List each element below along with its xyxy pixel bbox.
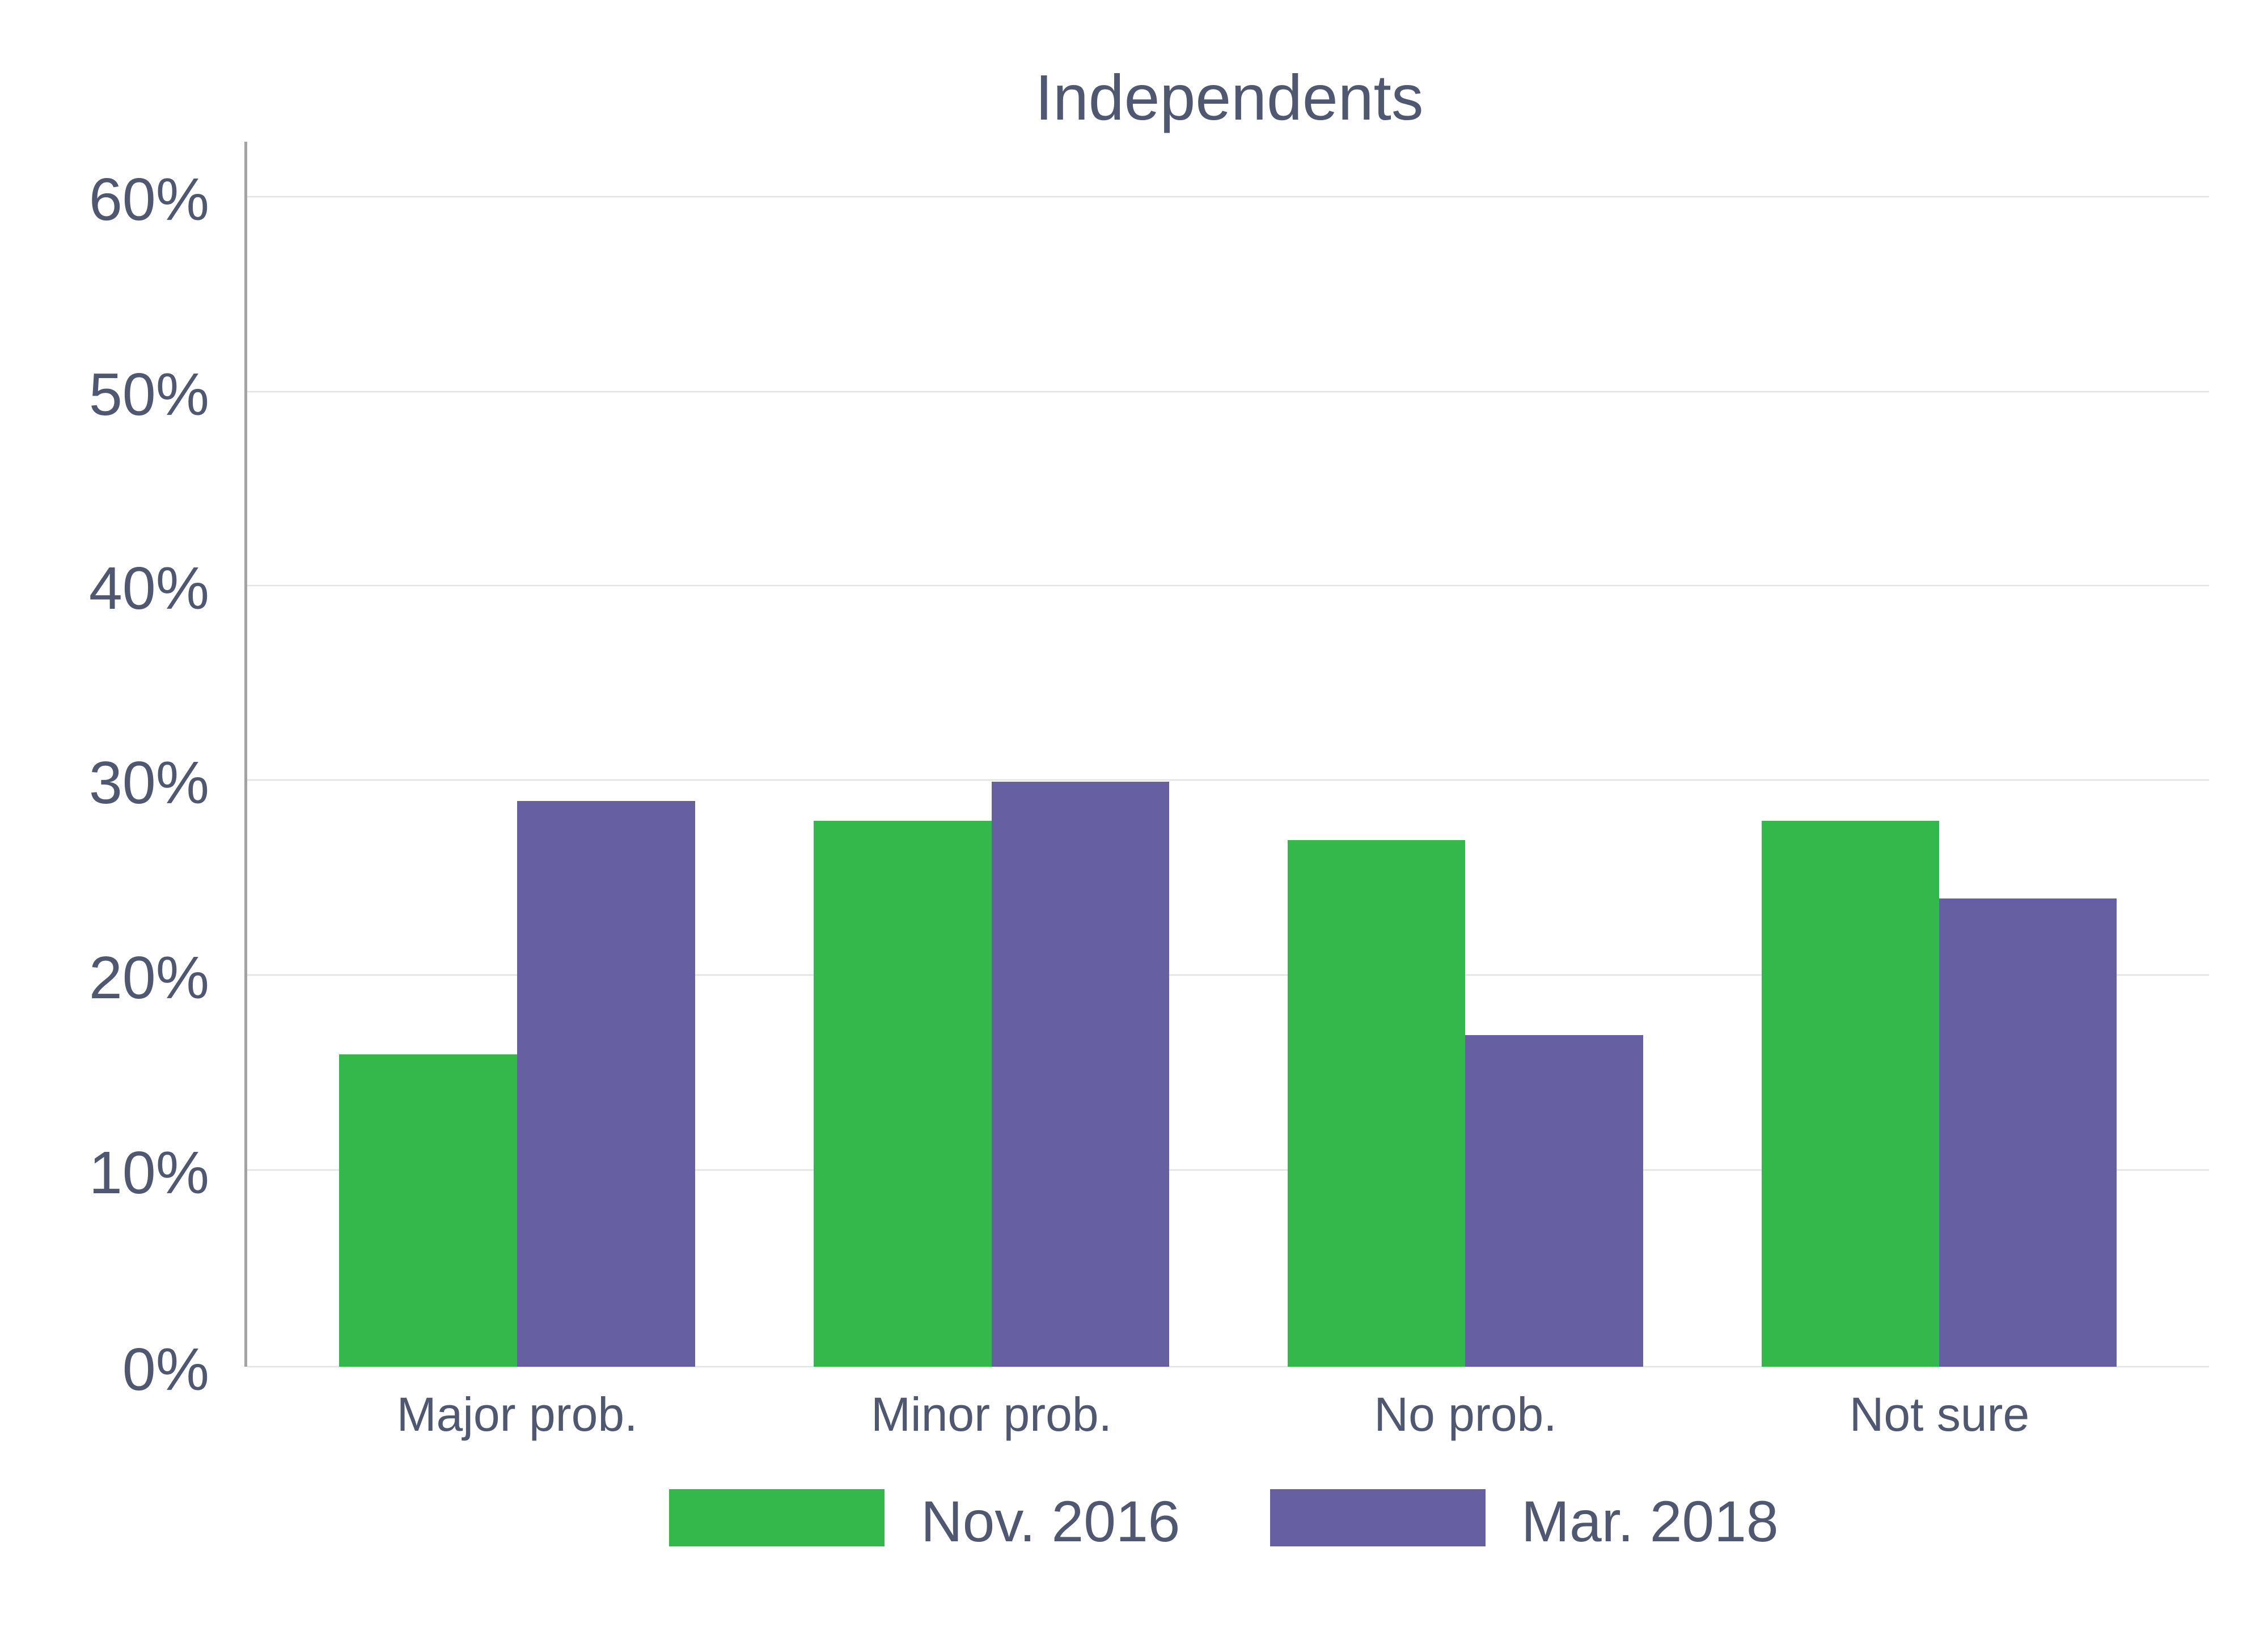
- svg-text:Independents: Independents: [1035, 62, 1424, 133]
- svg-text:No prob.: No prob.: [1374, 1388, 1556, 1441]
- svg-text:10%: 10%: [89, 1139, 209, 1206]
- svg-text:20%: 20%: [89, 944, 209, 1011]
- svg-text:Mar. 2018: Mar. 2018: [1521, 1489, 1779, 1554]
- svg-text:0%: 0%: [122, 1336, 209, 1403]
- svg-text:50%: 50%: [89, 361, 209, 428]
- svg-text:60%: 60%: [89, 166, 209, 233]
- svg-text:30%: 30%: [89, 749, 209, 816]
- svg-text:Major prob.: Major prob.: [397, 1388, 638, 1441]
- svg-text:Not sure: Not sure: [1850, 1388, 2029, 1441]
- svg-text:40%: 40%: [89, 555, 209, 622]
- svg-text:Minor prob.: Minor prob.: [871, 1388, 1112, 1441]
- svg-text:Nov. 2016: Nov. 2016: [921, 1489, 1180, 1554]
